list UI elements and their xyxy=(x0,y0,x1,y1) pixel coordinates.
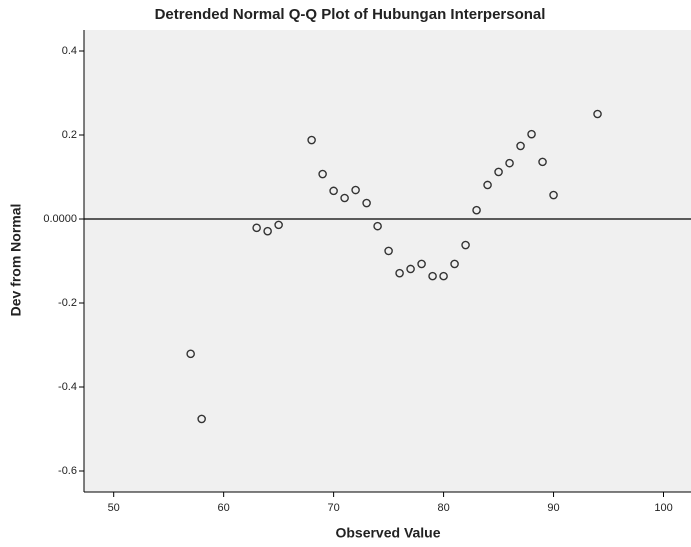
point xyxy=(472,205,481,215)
point xyxy=(450,259,459,269)
point xyxy=(461,240,470,250)
point xyxy=(318,169,327,179)
y-tick-label: -0.6 xyxy=(58,465,77,477)
x-tick-label: 70 xyxy=(327,502,339,514)
point xyxy=(362,198,371,208)
point xyxy=(274,220,283,230)
y-tick-label: 0.0000 xyxy=(43,213,77,225)
point xyxy=(527,129,536,139)
x-tick-label: 80 xyxy=(437,502,449,514)
point xyxy=(186,349,195,359)
point xyxy=(340,193,349,203)
point xyxy=(516,141,525,151)
point xyxy=(538,157,547,167)
x-tick-label: 50 xyxy=(108,502,120,514)
point xyxy=(494,167,503,177)
point xyxy=(395,268,404,278)
point xyxy=(505,158,514,168)
y-tick-label: 0.2 xyxy=(62,129,77,141)
x-axis-label: Observed Value xyxy=(335,525,440,541)
point xyxy=(373,221,382,231)
point xyxy=(549,190,558,200)
point xyxy=(263,226,272,236)
point xyxy=(406,264,415,274)
x-tick-label: 60 xyxy=(218,502,230,514)
point xyxy=(428,271,437,281)
y-tick-label: 0.4 xyxy=(62,45,77,57)
point xyxy=(439,271,448,281)
point xyxy=(593,109,602,119)
point xyxy=(351,185,360,195)
point xyxy=(483,180,492,190)
point xyxy=(197,414,206,424)
point xyxy=(329,186,338,196)
point xyxy=(384,246,393,256)
point xyxy=(307,135,316,145)
plot-area xyxy=(84,30,691,492)
point xyxy=(417,259,426,269)
y-axis-label: Dev from Normal xyxy=(8,204,24,317)
x-tick-label: 100 xyxy=(654,502,672,514)
y-tick-label: -0.4 xyxy=(58,381,77,393)
point xyxy=(252,223,261,233)
x-tick-label: 90 xyxy=(547,502,559,514)
y-tick-label: -0.2 xyxy=(58,297,77,309)
chart-title: Detrended Normal Q-Q Plot of Hubungan In… xyxy=(155,6,546,23)
